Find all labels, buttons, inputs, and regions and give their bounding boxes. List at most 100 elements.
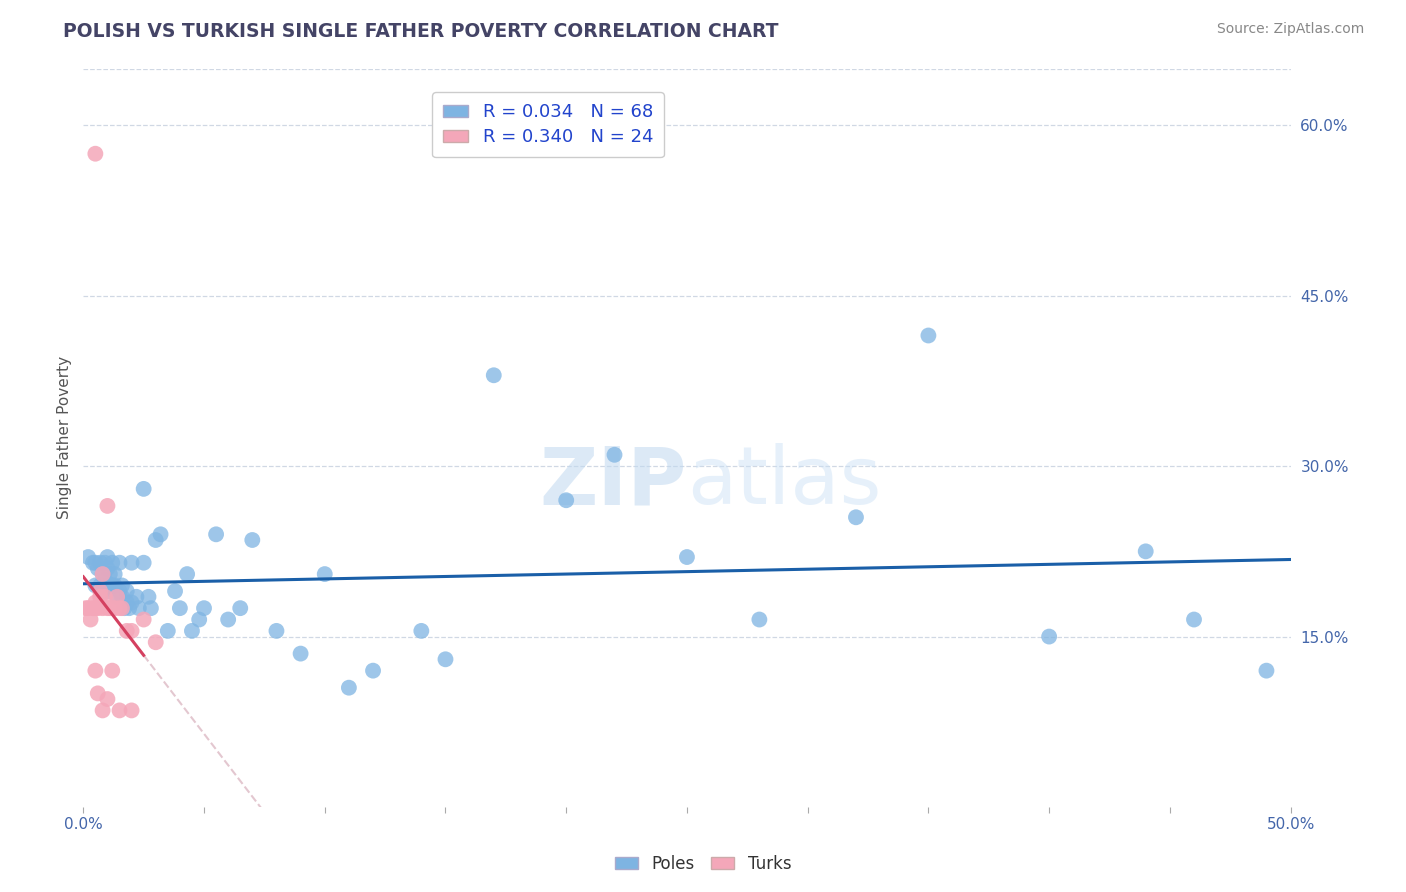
Point <box>193 601 215 615</box>
Point <box>111 601 134 615</box>
Point <box>84 556 107 570</box>
Point <box>96 692 118 706</box>
Point <box>748 613 770 627</box>
Point <box>118 601 141 615</box>
Point <box>111 590 134 604</box>
Point <box>115 595 138 609</box>
Point <box>266 624 288 638</box>
Point <box>96 549 118 564</box>
Point <box>77 549 100 564</box>
Point <box>104 567 127 582</box>
Point <box>125 590 148 604</box>
Point <box>91 703 114 717</box>
Point <box>89 584 111 599</box>
Point <box>75 601 97 615</box>
Point <box>84 578 107 592</box>
Point <box>79 613 101 627</box>
Point <box>290 647 312 661</box>
Point <box>121 556 143 570</box>
Point <box>82 601 104 615</box>
Point <box>89 590 111 604</box>
Text: ZIP: ZIP <box>540 443 688 521</box>
Point <box>111 578 134 592</box>
Text: POLISH VS TURKISH SINGLE FATHER POVERTY CORRELATION CHART: POLISH VS TURKISH SINGLE FATHER POVERTY … <box>63 22 779 41</box>
Text: atlas: atlas <box>688 443 882 521</box>
Point <box>94 573 117 587</box>
Point <box>101 556 124 570</box>
Point <box>132 556 155 570</box>
Point <box>181 624 204 638</box>
Point <box>96 601 118 615</box>
Y-axis label: Single Father Poverty: Single Father Poverty <box>58 356 72 519</box>
Point <box>115 584 138 599</box>
Point <box>169 601 191 615</box>
Point <box>156 624 179 638</box>
Point <box>361 664 384 678</box>
Point <box>87 686 110 700</box>
Point <box>96 499 118 513</box>
Point <box>917 328 939 343</box>
Point <box>112 601 135 615</box>
Point <box>132 613 155 627</box>
Point <box>240 533 263 547</box>
Point <box>82 556 104 570</box>
Point <box>217 613 239 627</box>
Point <box>89 556 111 570</box>
Point <box>121 703 143 717</box>
Point <box>104 601 127 615</box>
Point <box>555 493 578 508</box>
Point <box>145 635 167 649</box>
Point <box>163 584 186 599</box>
Point <box>94 556 117 570</box>
Point <box>108 584 131 599</box>
Point <box>91 567 114 582</box>
Point <box>98 601 121 615</box>
Point <box>101 664 124 678</box>
Point <box>121 624 143 638</box>
Legend: Poles, Turks: Poles, Turks <box>607 848 799 880</box>
Point <box>676 549 699 564</box>
Point <box>89 578 111 592</box>
Legend: R = 0.034   N = 68, R = 0.340   N = 24: R = 0.034 N = 68, R = 0.340 N = 24 <box>432 92 664 157</box>
Point <box>98 567 121 582</box>
Point <box>101 601 124 615</box>
Point <box>84 146 107 161</box>
Point <box>337 681 360 695</box>
Point <box>84 601 107 615</box>
Point <box>149 527 172 541</box>
Point <box>1038 630 1060 644</box>
Point <box>84 595 107 609</box>
Point <box>94 590 117 604</box>
Point <box>145 533 167 547</box>
Point <box>105 590 128 604</box>
Point <box>128 601 150 615</box>
Point <box>96 561 118 575</box>
Point <box>314 567 336 582</box>
Point <box>434 652 457 666</box>
Point <box>1256 664 1278 678</box>
Point <box>105 590 128 604</box>
Point <box>104 578 127 592</box>
Point <box>77 601 100 615</box>
Point <box>96 584 118 599</box>
Point <box>139 601 162 615</box>
Point <box>482 368 505 383</box>
Point <box>98 578 121 592</box>
Point <box>845 510 868 524</box>
Point <box>87 601 110 615</box>
Point <box>91 584 114 599</box>
Point <box>91 601 114 615</box>
Point <box>205 527 228 541</box>
Point <box>138 590 160 604</box>
Point <box>229 601 252 615</box>
Point <box>121 595 143 609</box>
Point <box>87 561 110 575</box>
Point <box>411 624 433 638</box>
Point <box>84 664 107 678</box>
Point <box>188 613 211 627</box>
Point <box>101 578 124 592</box>
Point <box>108 601 131 615</box>
Point <box>91 567 114 582</box>
Point <box>115 624 138 638</box>
Point <box>176 567 198 582</box>
